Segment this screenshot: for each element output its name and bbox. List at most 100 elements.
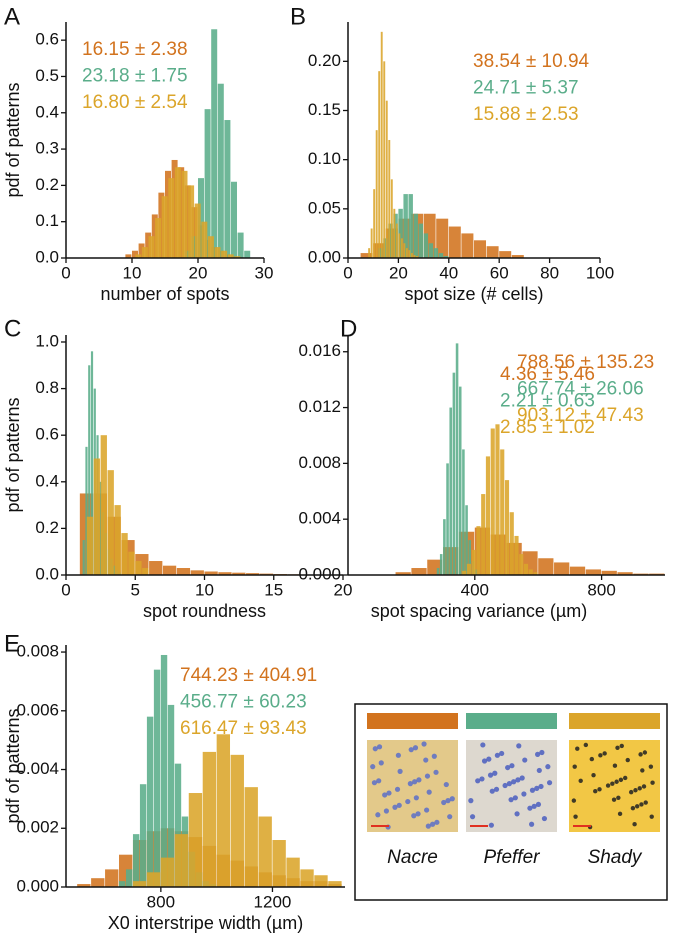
pattern-dot xyxy=(480,742,486,748)
pattern-dot xyxy=(469,814,476,820)
y-tick-label: 0.6 xyxy=(35,425,59,444)
x-axis-label: X0 interstripe width (µm) xyxy=(108,913,303,933)
pattern-dot xyxy=(625,757,630,763)
histogram-bar xyxy=(378,71,381,259)
histogram-bar xyxy=(413,255,416,258)
pattern-dot xyxy=(614,779,619,784)
pattern-dot xyxy=(494,752,500,758)
histogram-bar xyxy=(121,533,128,575)
histogram-bar xyxy=(77,884,91,887)
pattern-dot xyxy=(610,781,615,786)
x-tick-label: 60 xyxy=(490,263,509,282)
pattern-dot xyxy=(441,799,447,806)
pattern-dot xyxy=(589,756,595,762)
histogram-bar xyxy=(100,435,107,575)
histogram-bar xyxy=(145,232,152,258)
histogram-bar xyxy=(452,372,456,575)
pattern-dot xyxy=(479,776,485,782)
pattern-dot xyxy=(392,804,398,810)
legend-swatch xyxy=(466,713,557,729)
histogram-bar xyxy=(132,250,138,258)
pattern-dot xyxy=(514,811,520,817)
pattern-dot xyxy=(375,812,381,818)
histogram-bar xyxy=(375,130,378,258)
pattern-dot xyxy=(591,772,596,778)
pattern-dot xyxy=(597,787,602,792)
annotation: 24.71 ± 5.37 xyxy=(473,78,579,99)
histogram-bar xyxy=(207,236,214,258)
pattern-dot xyxy=(633,788,638,793)
histogram-bar xyxy=(258,816,272,887)
pattern-dot xyxy=(382,792,388,798)
histogram-bar xyxy=(403,194,408,258)
pattern-dot xyxy=(412,745,419,751)
pattern-dot xyxy=(383,808,390,814)
histogram-bar xyxy=(443,256,449,258)
panel: 4.36 ± 5.46 2.21 ± 0.63 2.85 ± 1.02 0.0 0.2 0… xyxy=(3,315,595,620)
histogram-bar xyxy=(393,213,398,258)
histogram-bar xyxy=(128,551,135,575)
histogram-bar xyxy=(141,247,148,258)
histogram-bar xyxy=(146,872,161,887)
histogram-bar xyxy=(413,213,418,258)
pattern-dot xyxy=(489,788,495,794)
y-tick-label: 0.008 xyxy=(16,642,59,661)
histogram-bar xyxy=(523,563,529,575)
histogram-bar xyxy=(153,669,161,887)
histogram-bar xyxy=(188,185,195,258)
pattern-dot xyxy=(619,743,624,749)
pattern-dot xyxy=(445,798,451,804)
pattern-dot xyxy=(583,742,589,748)
panel-letter: E xyxy=(4,630,20,657)
x-tick-label: 40 xyxy=(439,263,458,282)
histogram-bar xyxy=(509,512,514,575)
y-tick-label: 0.6 xyxy=(35,30,59,49)
histogram-bar xyxy=(485,456,491,575)
histogram-bar xyxy=(211,29,218,259)
histogram-bar xyxy=(218,572,232,575)
pattern-dot xyxy=(423,757,429,763)
histogram-bar xyxy=(214,247,221,258)
histogram-bar xyxy=(201,221,208,258)
histogram-bar xyxy=(511,255,524,258)
pattern-dot xyxy=(615,745,620,750)
histogram-bar xyxy=(237,232,244,258)
histogram-bar xyxy=(528,569,533,575)
histogram-bar xyxy=(554,562,570,575)
histogram-bar xyxy=(202,751,217,887)
pattern-dot xyxy=(515,777,521,783)
histogram-bar xyxy=(448,226,461,258)
y-tick-label: 0.004 xyxy=(298,509,341,528)
histogram-bar xyxy=(158,192,165,258)
x-tick-label: 80 xyxy=(540,263,559,282)
pattern-dot xyxy=(508,797,514,803)
pattern-dot xyxy=(640,768,645,773)
y-tick-label: 0.4 xyxy=(35,102,59,121)
annotation: 788.56 ± 135.23 xyxy=(517,352,654,373)
pattern-dot xyxy=(638,752,643,757)
pattern-dot xyxy=(541,815,548,822)
pattern-dot xyxy=(642,750,648,755)
histogram-bar xyxy=(132,834,140,887)
pattern-dot xyxy=(405,798,411,805)
annotation: 15.88 ± 2.53 xyxy=(473,104,579,125)
histogram-bar xyxy=(93,458,101,575)
histogram-bar xyxy=(423,233,429,258)
y-tick-label: 0.1 xyxy=(35,211,59,230)
histogram-bar xyxy=(174,834,189,887)
pattern-dot xyxy=(449,796,455,802)
histogram-bar xyxy=(495,424,500,575)
pattern-dot xyxy=(637,786,642,791)
histogram-bar xyxy=(393,208,396,258)
histogram-bar xyxy=(433,248,439,258)
panel-letter: A xyxy=(4,3,20,30)
histogram-bar xyxy=(85,446,88,575)
histogram-bar xyxy=(585,569,601,575)
x-axis-label: spot size (# cells) xyxy=(404,284,543,304)
pattern-dot xyxy=(639,802,644,807)
x-tick-label: 15 xyxy=(264,580,283,599)
pattern-dot xyxy=(531,803,537,809)
y-tick-label: 0.000 xyxy=(16,876,59,895)
